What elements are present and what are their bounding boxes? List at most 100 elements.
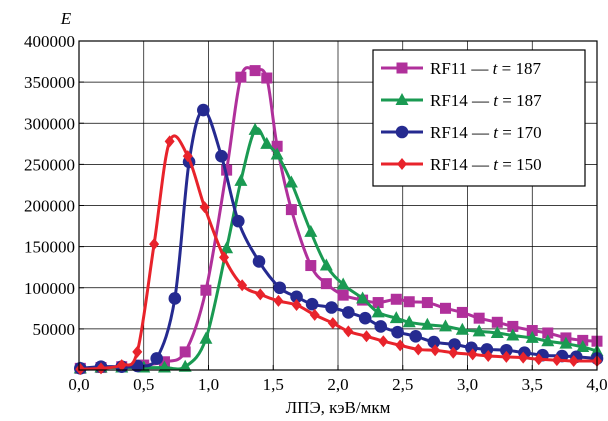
- data-point: [260, 136, 274, 149]
- data-point: [448, 338, 461, 351]
- legend-label: RF14 — t = 150: [430, 155, 542, 174]
- data-point: [248, 122, 262, 135]
- legend: RF11 — t = 187 RF14 — t = 187 RF14 — t = 1…: [372, 49, 586, 187]
- legend-label: RF14 — t = 187: [430, 91, 542, 110]
- data-point: [132, 345, 143, 358]
- data-point: [403, 296, 415, 308]
- data-point: [261, 72, 273, 84]
- legend-marker: [395, 93, 409, 105]
- data-point: [270, 147, 284, 160]
- data-point: [413, 343, 424, 356]
- x-tick-label: 3,5: [522, 375, 543, 394]
- data-point: [438, 319, 452, 332]
- data-point: [273, 281, 287, 295]
- data-point: [507, 320, 519, 332]
- data-point: [358, 311, 372, 325]
- data-point: [420, 317, 434, 330]
- data-point: [402, 315, 416, 328]
- data-point: [361, 330, 372, 343]
- data-point: [305, 260, 317, 272]
- data-point: [237, 279, 248, 292]
- data-point: [526, 325, 538, 337]
- data-point: [421, 297, 433, 309]
- data-point: [356, 291, 370, 304]
- data-point: [168, 292, 182, 305]
- data-point: [568, 354, 579, 367]
- y-tick-labels: 50000 100000 150000 200000 250000 300000 35000…: [24, 32, 75, 339]
- y-tick-label: 400000: [24, 32, 75, 51]
- y-tick-label: 50000: [33, 320, 76, 339]
- y-tick-label: 250000: [24, 155, 75, 174]
- data-point: [389, 311, 403, 324]
- data-point: [551, 354, 562, 367]
- x-tick-label: 2,0: [327, 375, 348, 394]
- data-point: [491, 316, 503, 328]
- data-point: [576, 339, 590, 352]
- data-point: [448, 346, 459, 359]
- data-point: [472, 324, 486, 337]
- data-point: [336, 277, 350, 290]
- data-point: [473, 312, 485, 324]
- data-point: [456, 306, 468, 318]
- y-tick-label: 150000: [24, 238, 75, 257]
- x-tick-label: 2,5: [392, 375, 413, 394]
- data-point: [305, 297, 319, 311]
- legend-marker: [395, 125, 409, 139]
- data-point: [342, 306, 355, 319]
- data-point: [255, 288, 266, 301]
- data-point: [199, 331, 213, 344]
- data-point: [164, 135, 175, 148]
- data-point: [319, 258, 333, 271]
- legend-marker: [396, 62, 408, 74]
- tick-marks: [78, 40, 598, 370]
- data-point: [150, 352, 163, 365]
- data-point: [179, 346, 191, 358]
- data-point: [490, 325, 504, 338]
- data-point: [372, 297, 384, 309]
- data-point: [439, 302, 451, 314]
- legend-item: RF14 — t = 187: [381, 91, 542, 110]
- legend-marker: [397, 158, 407, 170]
- data-point: [501, 350, 512, 363]
- data-point: [284, 175, 298, 188]
- data-point: [96, 362, 107, 375]
- series-markers: [75, 135, 602, 376]
- data-point: [304, 224, 318, 237]
- data-point: [197, 103, 210, 117]
- data-point: [371, 305, 385, 318]
- data-point: [467, 348, 478, 361]
- y-tick-label: 300000: [24, 114, 75, 133]
- data-point: [285, 204, 297, 216]
- data-point: [309, 308, 320, 321]
- data-point: [483, 350, 494, 363]
- data-point: [291, 299, 302, 312]
- data-point: [541, 334, 555, 347]
- legend-item: RF14 — t = 150: [381, 155, 542, 174]
- data-point: [395, 339, 406, 352]
- data-point: [525, 330, 539, 343]
- data-point: [215, 149, 228, 163]
- series-layer: [73, 65, 604, 376]
- x-tick-label: 0,5: [133, 375, 154, 394]
- data-point: [199, 201, 210, 214]
- data-point: [533, 353, 544, 366]
- data-point: [182, 150, 193, 163]
- x-tick-label: 3,0: [457, 375, 478, 394]
- legend-label: RF14 — t = 170: [430, 123, 542, 142]
- data-point: [343, 325, 354, 338]
- data-point: [273, 294, 284, 307]
- data-point: [249, 65, 261, 77]
- data-point: [231, 214, 245, 228]
- legend-item: RF11 — t = 187: [381, 59, 541, 78]
- data-point: [200, 284, 212, 296]
- legend-label: RF11 — t = 187: [430, 59, 541, 78]
- data-point: [374, 320, 388, 333]
- data-point: [271, 140, 283, 152]
- data-point: [378, 335, 389, 348]
- data-point: [559, 336, 573, 349]
- data-point: [390, 293, 402, 305]
- data-point: [409, 329, 423, 343]
- y-axis-title: E: [60, 9, 72, 28]
- series-3: [75, 134, 602, 376]
